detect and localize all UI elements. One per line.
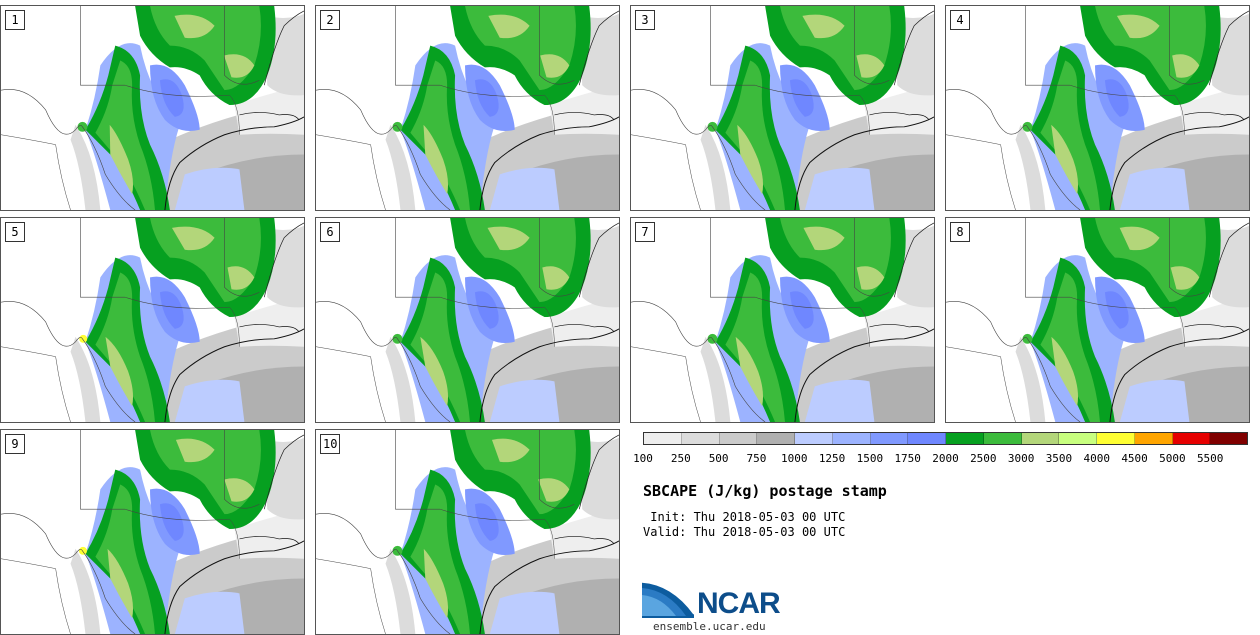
sbcape-colorbar xyxy=(643,432,1248,445)
valid-time: Valid: Thu 2018-05-03 00 UTC xyxy=(643,525,846,539)
member-number-label: 3 xyxy=(635,10,655,30)
member-map-panel: 2 xyxy=(315,5,620,211)
colorbar-tick-label: 1250 xyxy=(818,452,846,465)
colorbar-swatch xyxy=(644,433,682,444)
colorbar-swatch xyxy=(946,433,984,444)
member-map-panel: 1 xyxy=(0,5,305,211)
init-time: Init: Thu 2018-05-03 00 UTC xyxy=(643,510,846,524)
member-map-panel: 10 xyxy=(315,429,620,635)
colorbar-swatch xyxy=(1210,433,1247,444)
member-map-panel: 8 xyxy=(945,217,1250,423)
member-number-label: 9 xyxy=(5,434,25,454)
member-number-label: 7 xyxy=(635,222,655,242)
colorbar-tick-label: 1500 xyxy=(856,452,884,465)
chart-title: SBCAPE (J/kg) postage stamp xyxy=(643,482,887,500)
member-number-label: 5 xyxy=(5,222,25,242)
colorbar-swatch xyxy=(681,433,720,444)
colorbar-tick-label: 4500 xyxy=(1121,452,1148,465)
colorbar-swatch xyxy=(870,433,909,444)
member-number-label: 1 xyxy=(5,10,25,30)
member-number-label: 4 xyxy=(950,10,970,30)
member-map-panel: 3 xyxy=(630,5,935,211)
colorbar-tick-label: 3000 xyxy=(1007,452,1035,465)
colorbar-tick-label: 5000 xyxy=(1159,452,1186,465)
member-number-label: 10 xyxy=(320,434,341,454)
colorbar-swatch xyxy=(1021,433,1060,444)
colorbar-tick-label: 4000 xyxy=(1083,452,1111,465)
colorbar-tick-label: 3500 xyxy=(1045,452,1073,465)
colorbar-tick-label: 1000 xyxy=(781,452,808,465)
colorbar-tick-label: 2000 xyxy=(932,452,959,465)
colorbar-swatch xyxy=(719,433,758,444)
colorbar-swatch xyxy=(1172,433,1211,444)
colorbar-tick-label: 100 xyxy=(633,452,653,465)
colorbar-swatch xyxy=(1134,433,1173,444)
ensemble-url: ensemble.ucar.edu xyxy=(653,620,766,633)
member-map-panel: 4 xyxy=(945,5,1250,211)
colorbar-tick-label: 1750 xyxy=(894,452,921,465)
colorbar-swatch xyxy=(1059,433,1097,444)
member-map-panel: 9 xyxy=(0,429,305,635)
member-map-panel: 5 xyxy=(0,217,305,423)
colorbar-swatch xyxy=(757,433,795,444)
colorbar-swatch xyxy=(908,433,946,444)
colorbar-tick-label: 750 xyxy=(746,452,767,465)
colorbar-tick-label: 2500 xyxy=(970,452,997,465)
colorbar-swatch xyxy=(1097,433,1135,444)
member-map-panel: 6 xyxy=(315,217,620,423)
member-number-label: 8 xyxy=(950,222,970,242)
ncar-logo-text: NCAR xyxy=(697,587,781,620)
colorbar-tick-label: 500 xyxy=(708,452,729,465)
member-number-label: 2 xyxy=(320,10,340,30)
colorbar-tick-label: 5500 xyxy=(1196,452,1224,465)
colorbar-swatch xyxy=(832,433,871,444)
ncar-logo-icon xyxy=(642,581,695,618)
member-number-label: 6 xyxy=(320,222,340,242)
member-map-panel: 7 xyxy=(630,217,935,423)
colorbar-swatch xyxy=(795,433,833,444)
colorbar-swatch xyxy=(983,433,1022,444)
colorbar-tick-label: 250 xyxy=(670,452,691,465)
